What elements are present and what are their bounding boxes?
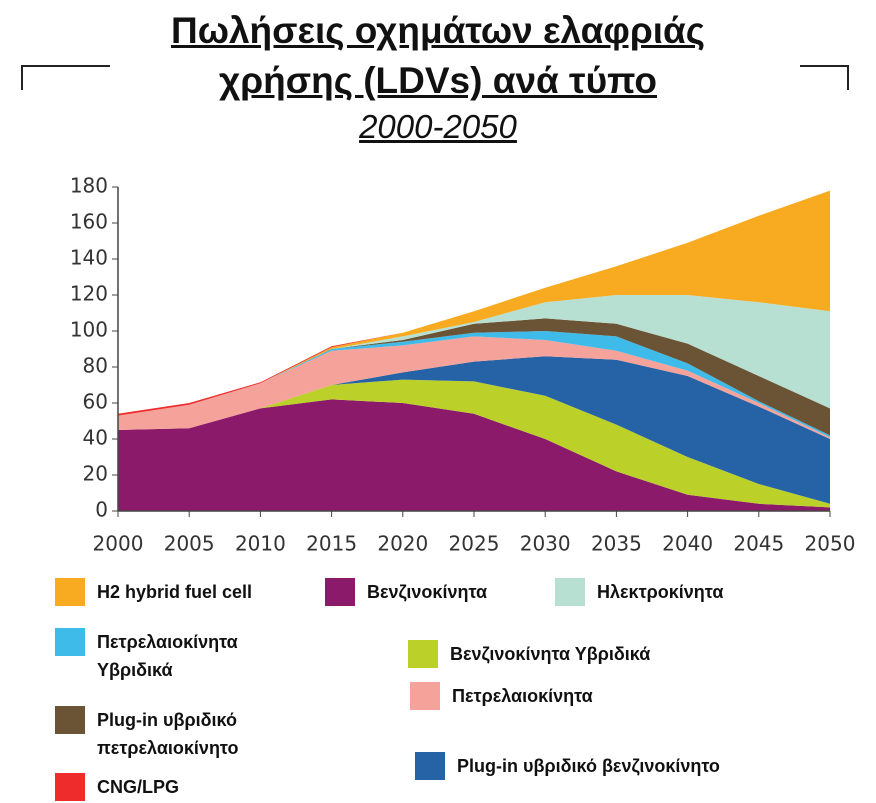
x-tick-label: 2005 — [164, 532, 215, 556]
legend-item: Βενζινοκίνητα Υβριδικά — [408, 640, 728, 668]
legend-label: Πετρελαιοκίνητα Υβριδικά — [97, 632, 238, 680]
legend-swatch — [408, 640, 438, 668]
legend-swatch — [415, 752, 445, 780]
area — [118, 399, 830, 511]
y-tick-label: 160 — [70, 210, 108, 234]
y-tick-label: 20 — [83, 462, 108, 486]
legend-label: Βενζινοκίνητα Υβριδικά — [450, 644, 651, 664]
y-tick-label: 60 — [83, 390, 108, 414]
chart-subtitle: 2000-2050 — [359, 108, 517, 145]
area — [118, 295, 830, 416]
x-tick-label: 2035 — [591, 532, 642, 556]
legend-item: Ηλεκτροκίνητα — [555, 578, 805, 606]
y-tick-label: 0 — [95, 498, 108, 522]
legend-item: Plug-in υβριδικό βενζινοκίνητο — [415, 752, 835, 780]
legend-swatch — [410, 682, 440, 710]
legend-item: H2 hybrid fuel cell — [55, 578, 315, 606]
x-tick-label: 2030 — [520, 532, 571, 556]
y-tick-label: 40 — [83, 426, 108, 450]
legend-label: CNG/LPG — [97, 777, 180, 797]
x-tick-label: 2000 — [93, 532, 144, 556]
legend-item: Βενζινοκίνητα — [325, 578, 545, 606]
legend-item: Plug-in υβριδικό πετρελαιοκίνητο — [55, 706, 275, 762]
legend-label: Plug-in υβριδικό βενζινοκίνητο — [457, 756, 720, 776]
legend-swatch — [55, 628, 85, 656]
y-tick-label: 80 — [83, 354, 108, 378]
area — [118, 336, 830, 439]
frame-corner — [800, 65, 849, 90]
legend-swatch — [555, 578, 585, 606]
x-tick-label: 2010 — [235, 532, 286, 556]
x-tick-label: 2045 — [733, 532, 784, 556]
legend-item: Πετρελαιοκίνητα — [410, 682, 710, 710]
x-tick-label: 2015 — [306, 532, 357, 556]
legend-label: Ηλεκτροκίνητα — [597, 582, 724, 602]
legend-swatch — [55, 773, 85, 801]
legend-label: Βενζινοκίνητα — [367, 582, 488, 602]
area — [118, 318, 830, 436]
chart-title: Πωλήσεις οχημάτων ελαφριάς χρήσης (LDVs)… — [170, 10, 706, 101]
area — [118, 356, 830, 504]
x-tick-label: 2040 — [662, 532, 713, 556]
legend-item: CNG/LPG — [55, 773, 255, 801]
frame-corner — [21, 65, 110, 90]
legend-item: Πετρελαιοκίνητα Υβριδικά — [55, 628, 275, 684]
x-tick-label: 2020 — [377, 532, 428, 556]
x-tick-label: 2050 — [805, 532, 856, 556]
area — [118, 331, 830, 438]
y-tick-label: 180 — [70, 174, 108, 198]
x-tick-label: 2025 — [449, 532, 500, 556]
legend-label: Plug-in υβριδικό πετρελαιοκίνητο — [97, 710, 239, 758]
legend-swatch — [55, 578, 85, 606]
y-tick-label: 140 — [70, 246, 108, 270]
y-tick-label: 100 — [70, 318, 108, 342]
legend-swatch — [55, 706, 85, 734]
legend-label: H2 hybrid fuel cell — [97, 582, 253, 602]
area — [118, 379, 830, 508]
legend-label: Πετρελαιοκίνητα — [452, 686, 593, 706]
y-tick-label: 120 — [70, 282, 108, 306]
legend-swatch — [325, 578, 355, 606]
